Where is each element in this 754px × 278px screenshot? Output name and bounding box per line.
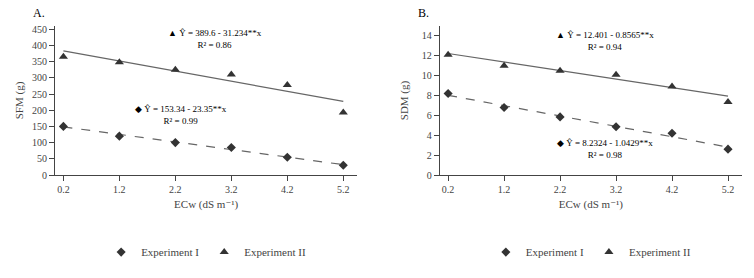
svg-text:◆ Ŷ = 8.2324 - 1.0429**xR² = 0: ◆ Ŷ = 8.2324 - 1.0429**xR² = 0.98 [557, 138, 653, 160]
svg-text:0.2: 0.2 [442, 184, 455, 195]
svg-text:0: 0 [427, 170, 432, 181]
svg-text:Experiment II: Experiment II [629, 246, 691, 258]
svg-text:400: 400 [32, 40, 47, 51]
svg-text:5.2: 5.2 [722, 184, 735, 195]
svg-text:0: 0 [42, 170, 47, 181]
svg-text:4.2: 4.2 [281, 184, 294, 195]
svg-text:8: 8 [427, 90, 432, 101]
svg-text:1.2: 1.2 [113, 184, 126, 195]
svg-text:300: 300 [32, 72, 47, 83]
svg-text:▲ Ŷ = 12.401 - 0.8565**xR² = 0: ▲ Ŷ = 12.401 - 0.8565**xR² = 0.94 [556, 30, 654, 52]
svg-text:4.2: 4.2 [666, 184, 679, 195]
svg-text:SFM (g): SFM (g) [13, 81, 26, 119]
svg-text:1.2: 1.2 [498, 184, 511, 195]
svg-text:▲ Ŷ = 389.6 - 31.234**xR² = 0.: ▲ Ŷ = 389.6 - 31.234**xR² = 0.86 [168, 28, 262, 50]
svg-text:150: 150 [32, 121, 47, 132]
svg-text:5.2: 5.2 [337, 184, 350, 195]
svg-text:450: 450 [32, 24, 47, 35]
svg-text:100: 100 [32, 137, 47, 148]
svg-text:2: 2 [427, 150, 432, 161]
svg-text:A.: A. [33, 6, 45, 20]
svg-text:Experiment I: Experiment I [141, 246, 199, 258]
svg-text:ECw (dS m⁻¹): ECw (dS m⁻¹) [174, 198, 238, 211]
svg-text:200: 200 [32, 105, 47, 116]
svg-text:SDM (g): SDM (g) [398, 80, 411, 120]
svg-text:B.: B. [418, 6, 429, 20]
svg-text:250: 250 [32, 89, 47, 100]
svg-text:4: 4 [427, 130, 432, 141]
svg-text:3.2: 3.2 [225, 184, 238, 195]
svg-text:2.2: 2.2 [554, 184, 567, 195]
svg-text:350: 350 [32, 56, 47, 67]
svg-text:◆ Ŷ = 153.34 - 23.35**xR² = 0.: ◆ Ŷ = 153.34 - 23.35**xR² = 0.99 [135, 104, 227, 126]
svg-text:0.2: 0.2 [57, 184, 70, 195]
svg-text:14: 14 [422, 30, 432, 41]
svg-text:3.2: 3.2 [610, 184, 623, 195]
svg-text:Experiment II: Experiment II [244, 246, 306, 258]
svg-text:Experiment I: Experiment I [526, 246, 584, 258]
svg-text:ECw (dS m⁻¹): ECw (dS m⁻¹) [559, 198, 623, 211]
svg-text:12: 12 [422, 50, 432, 61]
svg-text:10: 10 [422, 70, 432, 81]
svg-text:6: 6 [427, 110, 432, 121]
svg-text:50: 50 [37, 153, 47, 164]
svg-text:2.2: 2.2 [169, 184, 182, 195]
